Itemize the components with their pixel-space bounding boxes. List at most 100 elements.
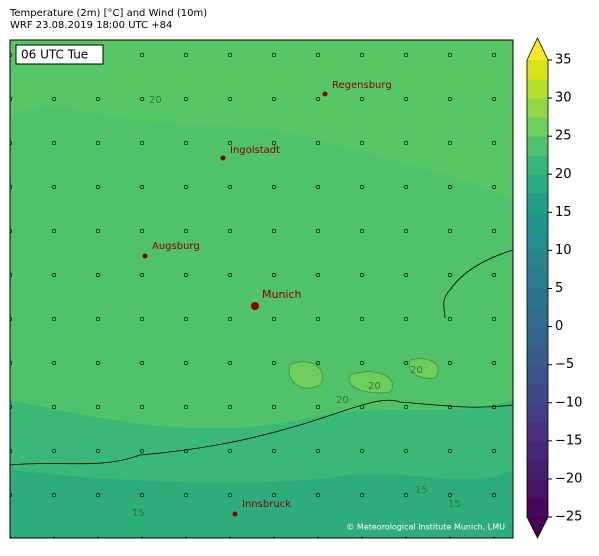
color-band — [527, 383, 548, 404]
station — [95, 140, 101, 146]
map-frame — [9, 39, 514, 539]
station — [271, 404, 277, 410]
station — [447, 228, 453, 234]
over-extension — [527, 38, 548, 60]
station — [51, 184, 57, 190]
station — [140, 536, 144, 538]
station — [10, 360, 13, 366]
station — [228, 536, 232, 538]
station — [359, 360, 365, 366]
color-band — [527, 79, 548, 99]
time-box — [15, 44, 104, 65]
station — [183, 404, 189, 410]
station — [403, 404, 409, 410]
color-band — [527, 288, 548, 309]
station — [51, 228, 57, 234]
station — [403, 184, 409, 190]
station — [95, 228, 101, 234]
station — [51, 492, 57, 498]
station — [359, 448, 365, 454]
color-band — [527, 117, 548, 137]
station — [491, 360, 497, 366]
station — [491, 184, 497, 190]
city-dot — [251, 302, 259, 310]
station — [403, 272, 409, 278]
station — [359, 272, 365, 278]
station — [403, 96, 409, 102]
station — [359, 316, 365, 322]
station — [315, 52, 321, 58]
station — [403, 228, 409, 234]
station — [51, 448, 57, 454]
tick-label: 25 — [555, 129, 572, 144]
station — [139, 140, 145, 146]
station — [95, 272, 101, 278]
station — [315, 360, 321, 366]
station — [10, 316, 13, 322]
color-band — [527, 497, 548, 518]
station — [315, 316, 321, 322]
color-band — [527, 459, 548, 480]
station — [360, 536, 364, 538]
station — [448, 536, 452, 538]
station — [404, 536, 408, 538]
station — [227, 96, 233, 102]
station — [139, 404, 145, 410]
station — [491, 140, 497, 146]
station — [271, 184, 277, 190]
station — [139, 316, 145, 322]
station — [10, 52, 13, 58]
station — [359, 96, 365, 102]
station — [10, 228, 13, 234]
station — [139, 448, 145, 454]
tick-label: 5 — [555, 281, 563, 296]
station — [51, 316, 57, 322]
color-band — [527, 212, 548, 232]
station — [139, 184, 145, 190]
station — [315, 184, 321, 190]
station — [227, 404, 233, 410]
station — [227, 228, 233, 234]
color-band — [527, 269, 548, 289]
station — [52, 536, 56, 538]
station — [359, 404, 365, 410]
station — [447, 140, 453, 146]
station — [51, 272, 57, 278]
tick-label: 15 — [555, 205, 572, 220]
tick-label: −20 — [555, 471, 582, 486]
contour-label: 15 — [132, 508, 145, 519]
tick-label: 35 — [555, 53, 572, 68]
station — [271, 492, 277, 498]
station — [51, 140, 57, 146]
station — [227, 52, 233, 58]
station — [271, 140, 277, 146]
station — [183, 492, 189, 498]
city-label: Ingolstadt — [230, 145, 280, 156]
station — [271, 360, 277, 366]
color-band — [527, 174, 548, 194]
station — [183, 228, 189, 234]
station — [491, 448, 497, 454]
station — [271, 316, 277, 322]
color-band — [527, 402, 548, 423]
city-dot — [220, 155, 226, 161]
station — [227, 492, 233, 498]
station — [316, 536, 320, 538]
contour-label: 20 — [336, 395, 349, 406]
station — [315, 96, 321, 102]
station — [491, 228, 497, 234]
color-band — [527, 98, 548, 118]
station — [183, 140, 189, 146]
station — [403, 360, 409, 366]
city-label: Augsburg — [152, 241, 200, 252]
colorbar: −25 −20 −15 −10 −5 0 5 10 15 20 25 30 35 — [526, 37, 582, 539]
station — [315, 448, 321, 454]
station — [491, 96, 497, 102]
station — [491, 52, 497, 58]
tick-label: −15 — [555, 433, 582, 448]
station — [183, 360, 189, 366]
color-band — [527, 345, 548, 366]
station — [96, 536, 100, 538]
station — [403, 316, 409, 322]
